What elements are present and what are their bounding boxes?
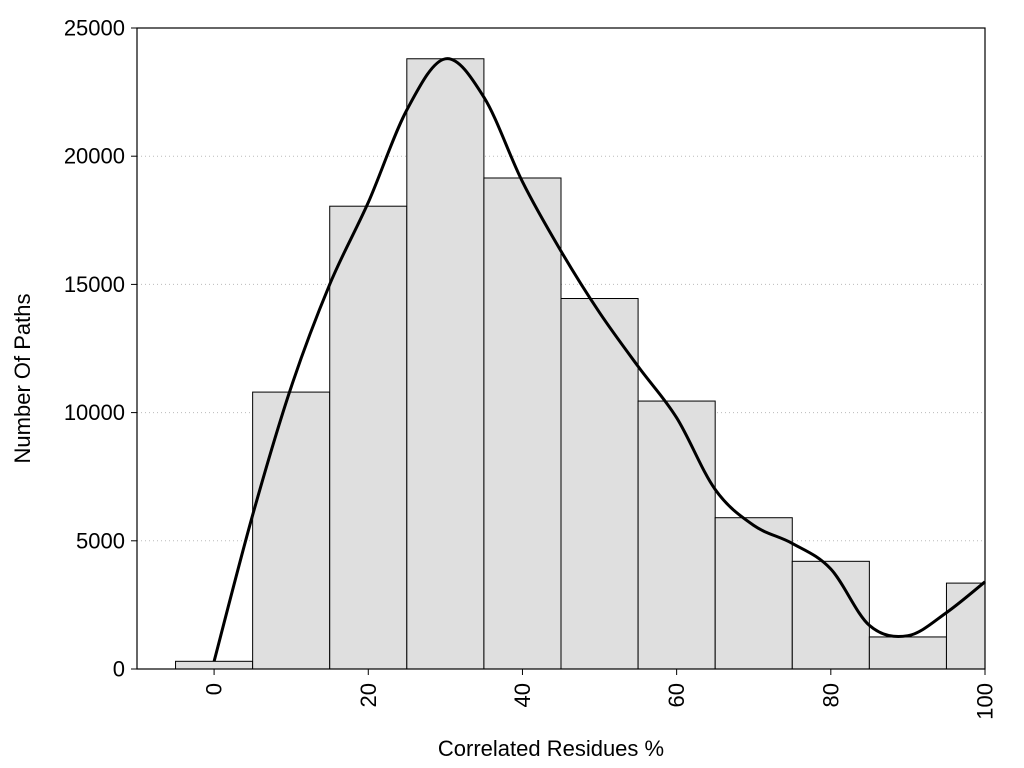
- bar-20: [329, 205, 408, 670]
- bar-50: [560, 298, 639, 670]
- bar-70: [714, 517, 793, 670]
- bar-40: [483, 177, 562, 670]
- bar-10: [252, 391, 331, 670]
- x-tick-label-20: 20: [356, 683, 381, 707]
- y-axis-ticks: 0 5000 10000 15000 20000 25000: [64, 16, 137, 682]
- density-curve: [212, 57, 986, 662]
- y-tick-label-5000: 5000: [76, 528, 125, 553]
- x-axis-title: Correlated Residues %: [438, 736, 664, 761]
- x-axis-ticks: 0 20 40 60 80 100: [202, 669, 998, 720]
- x-tick-label-60: 60: [664, 683, 689, 707]
- bars: [175, 58, 986, 670]
- x-tick-label-100: 100: [973, 683, 998, 720]
- plot-frame: [136, 27, 986, 670]
- bar-30: [406, 58, 485, 670]
- y-axis-title: Number Of Paths: [10, 294, 35, 464]
- bar-90: [868, 636, 947, 670]
- bar-0: [175, 660, 254, 670]
- x-tick-label-80: 80: [818, 683, 843, 707]
- y-tick-label-10000: 10000: [64, 400, 125, 425]
- x-tick-label-40: 40: [510, 683, 535, 707]
- density-curve-line: [212, 57, 986, 662]
- y-tick-label-0: 0: [113, 657, 125, 682]
- y-tick-label-20000: 20000: [64, 144, 125, 169]
- y-tick-label-25000: 25000: [64, 16, 125, 41]
- bar-60: [637, 400, 716, 670]
- y-tick-label-15000: 15000: [64, 272, 125, 297]
- bar-80: [791, 560, 870, 670]
- x-tick-label-0: 0: [202, 683, 227, 695]
